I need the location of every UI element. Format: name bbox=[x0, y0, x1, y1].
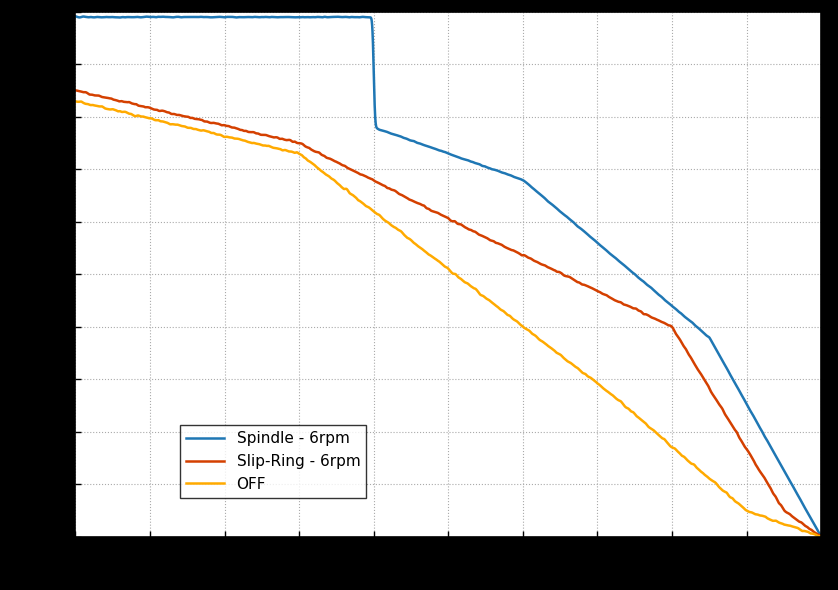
Spindle - 6rpm bbox=[816, 532, 826, 539]
OFF bbox=[815, 533, 825, 540]
OFF bbox=[435, 259, 445, 266]
Slip-Ring - 6rpm bbox=[101, 94, 111, 101]
OFF bbox=[816, 533, 826, 540]
Spindle - 6rpm bbox=[70, 13, 80, 20]
OFF bbox=[70, 98, 80, 105]
Line: Spindle - 6rpm: Spindle - 6rpm bbox=[75, 17, 821, 535]
Legend: Spindle - 6rpm, Slip-Ring - 6rpm, OFF: Spindle - 6rpm, Slip-Ring - 6rpm, OFF bbox=[180, 425, 366, 498]
Spindle - 6rpm bbox=[777, 463, 787, 470]
Line: Slip-Ring - 6rpm: Slip-Ring - 6rpm bbox=[75, 90, 821, 536]
Slip-Ring - 6rpm bbox=[816, 532, 826, 539]
OFF bbox=[216, 132, 226, 139]
OFF bbox=[777, 520, 787, 527]
Spindle - 6rpm bbox=[216, 14, 226, 21]
OFF bbox=[115, 108, 125, 115]
Slip-Ring - 6rpm bbox=[115, 98, 125, 105]
Spindle - 6rpm bbox=[74, 14, 84, 21]
Spindle - 6rpm bbox=[101, 14, 111, 21]
Spindle - 6rpm bbox=[115, 14, 125, 21]
Slip-Ring - 6rpm bbox=[216, 122, 226, 129]
Slip-Ring - 6rpm bbox=[435, 211, 445, 218]
Line: OFF: OFF bbox=[75, 101, 821, 536]
OFF bbox=[101, 105, 111, 112]
OFF bbox=[74, 99, 84, 106]
Spindle - 6rpm bbox=[435, 147, 445, 154]
Slip-Ring - 6rpm bbox=[74, 87, 84, 94]
Slip-Ring - 6rpm bbox=[70, 87, 80, 94]
Slip-Ring - 6rpm bbox=[777, 503, 787, 510]
